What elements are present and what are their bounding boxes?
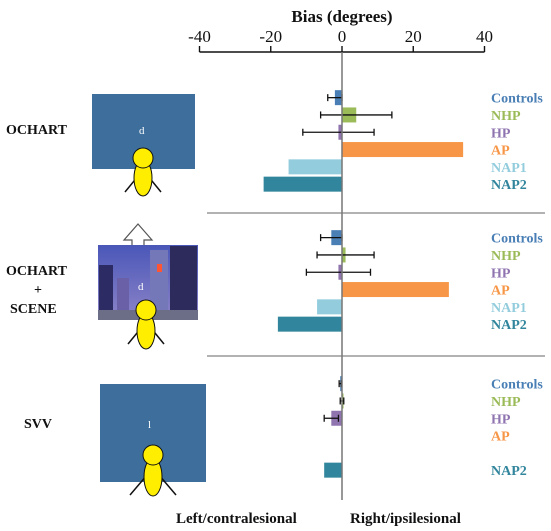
bar-ap: [342, 142, 464, 158]
legend-hp: HP: [491, 412, 511, 427]
legend-nhp: NHP: [491, 395, 521, 410]
panel-label-ochart: OCHART: [6, 123, 68, 138]
legend-nhp: NHP: [491, 249, 521, 264]
legend-controls: Controls: [491, 232, 543, 247]
stimulus-ochart: d: [92, 94, 195, 197]
scene-building-4: [170, 246, 197, 320]
x-tick-label: -40: [188, 27, 211, 46]
legend-ap: AP: [491, 430, 510, 445]
group-labels: Controls NHP HP AP NAP1 NAP2 Controls NHP HP AP NA…: [491, 92, 543, 479]
observer-figure-icon: [124, 147, 162, 197]
panel-label-svv: SVV: [24, 417, 52, 432]
panel-label-scene-1: OCHART: [6, 264, 68, 279]
legend-nap1: NAP1: [491, 161, 527, 176]
legend-hp: HP: [491, 126, 511, 141]
panel-label-scene-2: +: [34, 283, 42, 298]
ochart-glyph: d: [139, 125, 145, 137]
legend-controls: Controls: [491, 378, 543, 393]
bar-nap2: [324, 462, 342, 478]
legend-nap2: NAP2: [491, 464, 527, 479]
scene-building-3: [150, 250, 168, 320]
legend-ap: AP: [491, 144, 510, 159]
observer-figure-icon: [129, 444, 177, 497]
legend-nap1: NAP1: [491, 301, 527, 316]
bar-nap1: [317, 299, 342, 315]
x-tick-label: 40: [476, 27, 493, 46]
bar-nap2: [277, 316, 342, 332]
legend-nap2: NAP2: [491, 318, 527, 333]
legend-nap2: NAP2: [491, 178, 527, 193]
observer-figure-icon: [127, 299, 165, 350]
bar-nap1: [288, 159, 342, 175]
scene-glyph: d: [138, 281, 144, 293]
legend-nhp: NHP: [491, 109, 521, 124]
chart-title: Bias (degrees): [291, 7, 392, 26]
x-axis: -40 -20 0 20 40: [188, 27, 493, 53]
panel-label-scene-3: SCENE: [10, 302, 57, 317]
legend-ap: AP: [491, 284, 510, 299]
x-tick-label: -20: [259, 27, 282, 46]
stimulus-scene: d: [98, 245, 198, 350]
bar-ap: [342, 282, 449, 298]
xlabel-right: Right/ipsilesional: [350, 511, 461, 527]
x-tick-label: 0: [338, 27, 347, 46]
svv-glyph: l: [148, 419, 151, 431]
legend-hp: HP: [491, 266, 511, 281]
x-tick-label: 20: [405, 27, 422, 46]
legend-controls: Controls: [491, 92, 543, 107]
bar-nap2: [263, 176, 342, 192]
scene-building-2: [117, 278, 129, 320]
scene-building-1: [99, 265, 113, 320]
xlabel-left: Left/contralesional: [176, 511, 297, 527]
bars-layer: [263, 90, 464, 478]
scene-traffic-light: [157, 264, 162, 272]
stimulus-svv: l: [100, 384, 206, 497]
